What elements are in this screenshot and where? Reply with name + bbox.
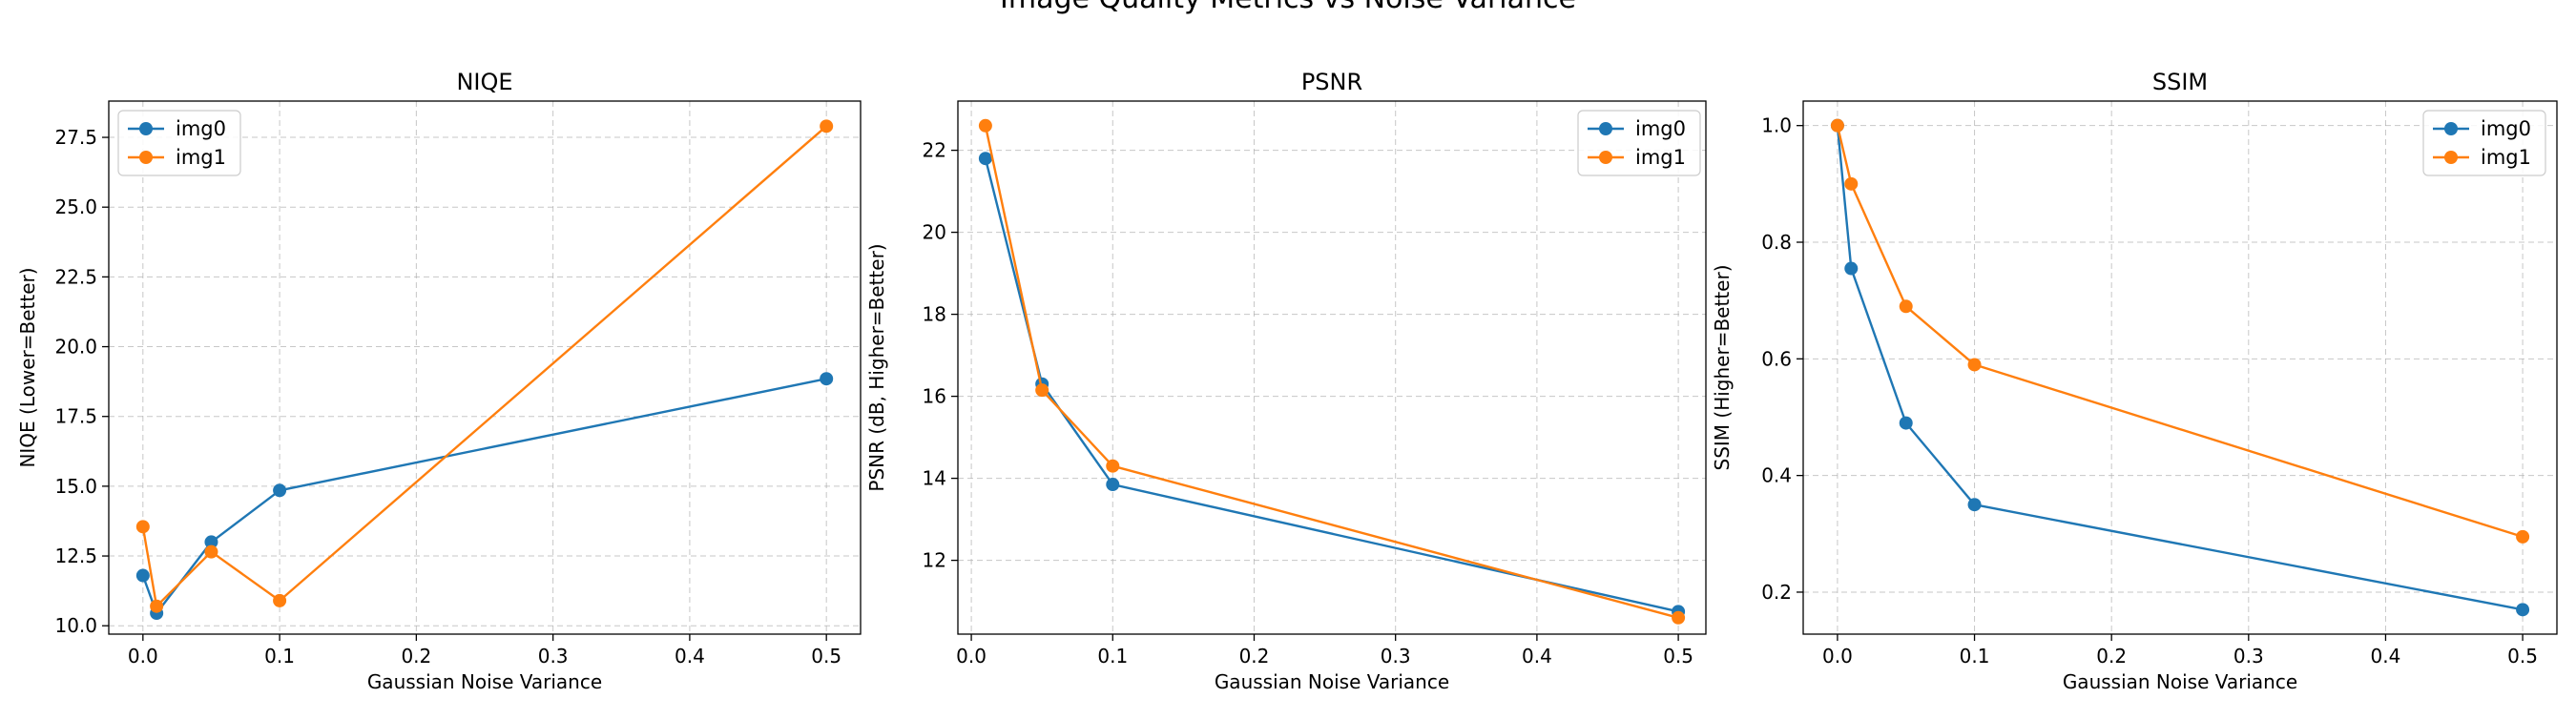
x-tick-label: 0.4 [2371,645,2401,668]
x-tick-label: 0.1 [1097,645,1128,668]
data-point-img0 [273,483,287,498]
x-tick-label: 0.4 [675,645,705,668]
data-point-img0 [1899,416,1913,430]
y-tick-label: 0.4 [1761,464,1792,487]
legend-marker-img1 [2444,151,2458,164]
data-point-img1 [204,544,218,559]
x-tick-label: 0.3 [538,645,569,668]
y-tick-label: 27.5 [54,126,97,149]
legend: img0 img1 [117,110,241,176]
series-line-img0 [141,378,827,615]
panel-niqe: 0.0 0.1 0.2 0.3 0.4 0.5 10.0 12.5 15.0 17.5 20.0 22… [16,69,862,693]
data-point-img0 [135,568,150,583]
y-tick-label: 25.0 [54,195,97,218]
x-tick-label: 0.4 [1522,645,1552,668]
panel-title: PSNR [1301,69,1362,95]
y-tick-label: 17.5 [54,405,97,428]
legend-label-img1: img1 [2481,146,2531,169]
data-point-img1 [135,520,150,534]
y-tick-label: 20.0 [54,336,97,359]
series-line-img1 [141,125,827,607]
x-axis-label: Gaussian Noise Variance [1215,670,1449,693]
data-point-img1 [150,599,164,613]
x-axis-label: Gaussian Noise Variance [2063,670,2297,693]
legend-label-img1: img1 [1635,146,1686,169]
data-point-img1 [1844,176,1859,191]
y-tick-label: 10.0 [54,614,97,637]
figure-suptitle: Image Quality Metrics vs Noise Variance [1000,0,1576,15]
y-axis-label: PSNR (dB, Higher=Better) [865,243,888,491]
x-axis-label: Gaussian Noise Variance [367,670,602,693]
x-tick-label: 0.1 [264,645,295,668]
y-tick-label: 0.8 [1761,231,1792,254]
y-tick-label: 20 [923,221,946,244]
series-line-img1 [984,125,1679,619]
data-point-img0 [204,535,218,549]
y-tick-label: 22.5 [54,265,97,288]
data-point-img1 [1035,383,1049,398]
y-axis-label: SSIM (Higher=Better) [1711,265,1734,471]
y-tick-label: 0.2 [1761,581,1792,604]
legend-marker-img0 [1599,122,1612,135]
legend-marker-img1 [139,151,153,164]
data-point-img1 [273,593,287,607]
legend-marker-img0 [2444,122,2458,135]
plot-frame [957,100,1707,635]
x-tick-label: 0.0 [956,645,987,668]
data-point-img0 [1967,498,1982,512]
panel-title: SSIM [2152,69,2208,95]
legend-label-img0: img0 [176,117,226,140]
data-point-img1 [1899,299,1913,314]
plot-frame [108,100,862,635]
data-point-img1 [1106,459,1120,473]
data-point-img0 [978,152,992,166]
legend-label-img1: img1 [176,146,226,169]
legend-marker-img0 [139,122,153,135]
y-tick-label: 22 [923,139,946,162]
x-tick-label: 0.0 [1822,645,1853,668]
data-point-img0 [1106,478,1120,492]
data-point-img1 [978,118,992,133]
legend-marker-img1 [1599,151,1612,164]
series-line-img0 [984,157,1679,613]
x-tick-label: 0.5 [2507,645,2538,668]
x-tick-label: 0.2 [401,645,431,668]
legend: img0 img1 [1577,110,1701,176]
panel-ssim: 0.0 0.1 0.2 0.3 0.4 0.5 0.2 0.4 0.6 0.8 1.0 SSIM Gau… [1711,69,2558,693]
panel-title: NIQE [456,69,512,95]
x-tick-label: 0.5 [811,645,841,668]
x-tick-label: 0.2 [2096,645,2127,668]
series-line-img0 [1836,125,2524,611]
data-point-img0 [2516,603,2530,617]
legend-label-img0: img0 [1635,117,1686,140]
y-axis-label: NIQE (Lower=Better) [16,267,39,467]
y-tick-label: 18 [923,303,946,326]
x-tick-label: 0.3 [1381,645,1411,668]
data-point-img0 [820,372,834,386]
legend: img0 img1 [2422,110,2546,176]
y-tick-label: 1.0 [1761,114,1792,137]
legend-label-img0: img0 [2481,117,2531,140]
y-tick-label: 12.5 [54,544,97,567]
data-point-img1 [2516,529,2530,544]
x-tick-label: 0.0 [128,645,158,668]
y-tick-label: 0.6 [1761,347,1792,370]
y-tick-label: 12 [923,549,946,572]
x-tick-label: 0.5 [1663,645,1693,668]
x-tick-label: 0.2 [1239,645,1270,668]
data-point-img1 [1672,610,1686,625]
y-tick-label: 16 [923,385,946,408]
data-point-img1 [820,119,834,134]
data-point-img1 [1967,358,1982,372]
data-point-img0 [1844,261,1859,276]
panel-psnr: 0.0 0.1 0.2 0.3 0.4 0.5 12 14 16 18 20 22 PSNR Gaussi… [865,69,1707,693]
x-tick-label: 0.3 [2233,645,2264,668]
plot-frame [1802,100,2558,635]
y-tick-label: 14 [923,467,946,490]
data-point-img1 [1830,118,1844,133]
x-tick-label: 0.1 [1960,645,1990,668]
y-tick-label: 15.0 [54,475,97,498]
